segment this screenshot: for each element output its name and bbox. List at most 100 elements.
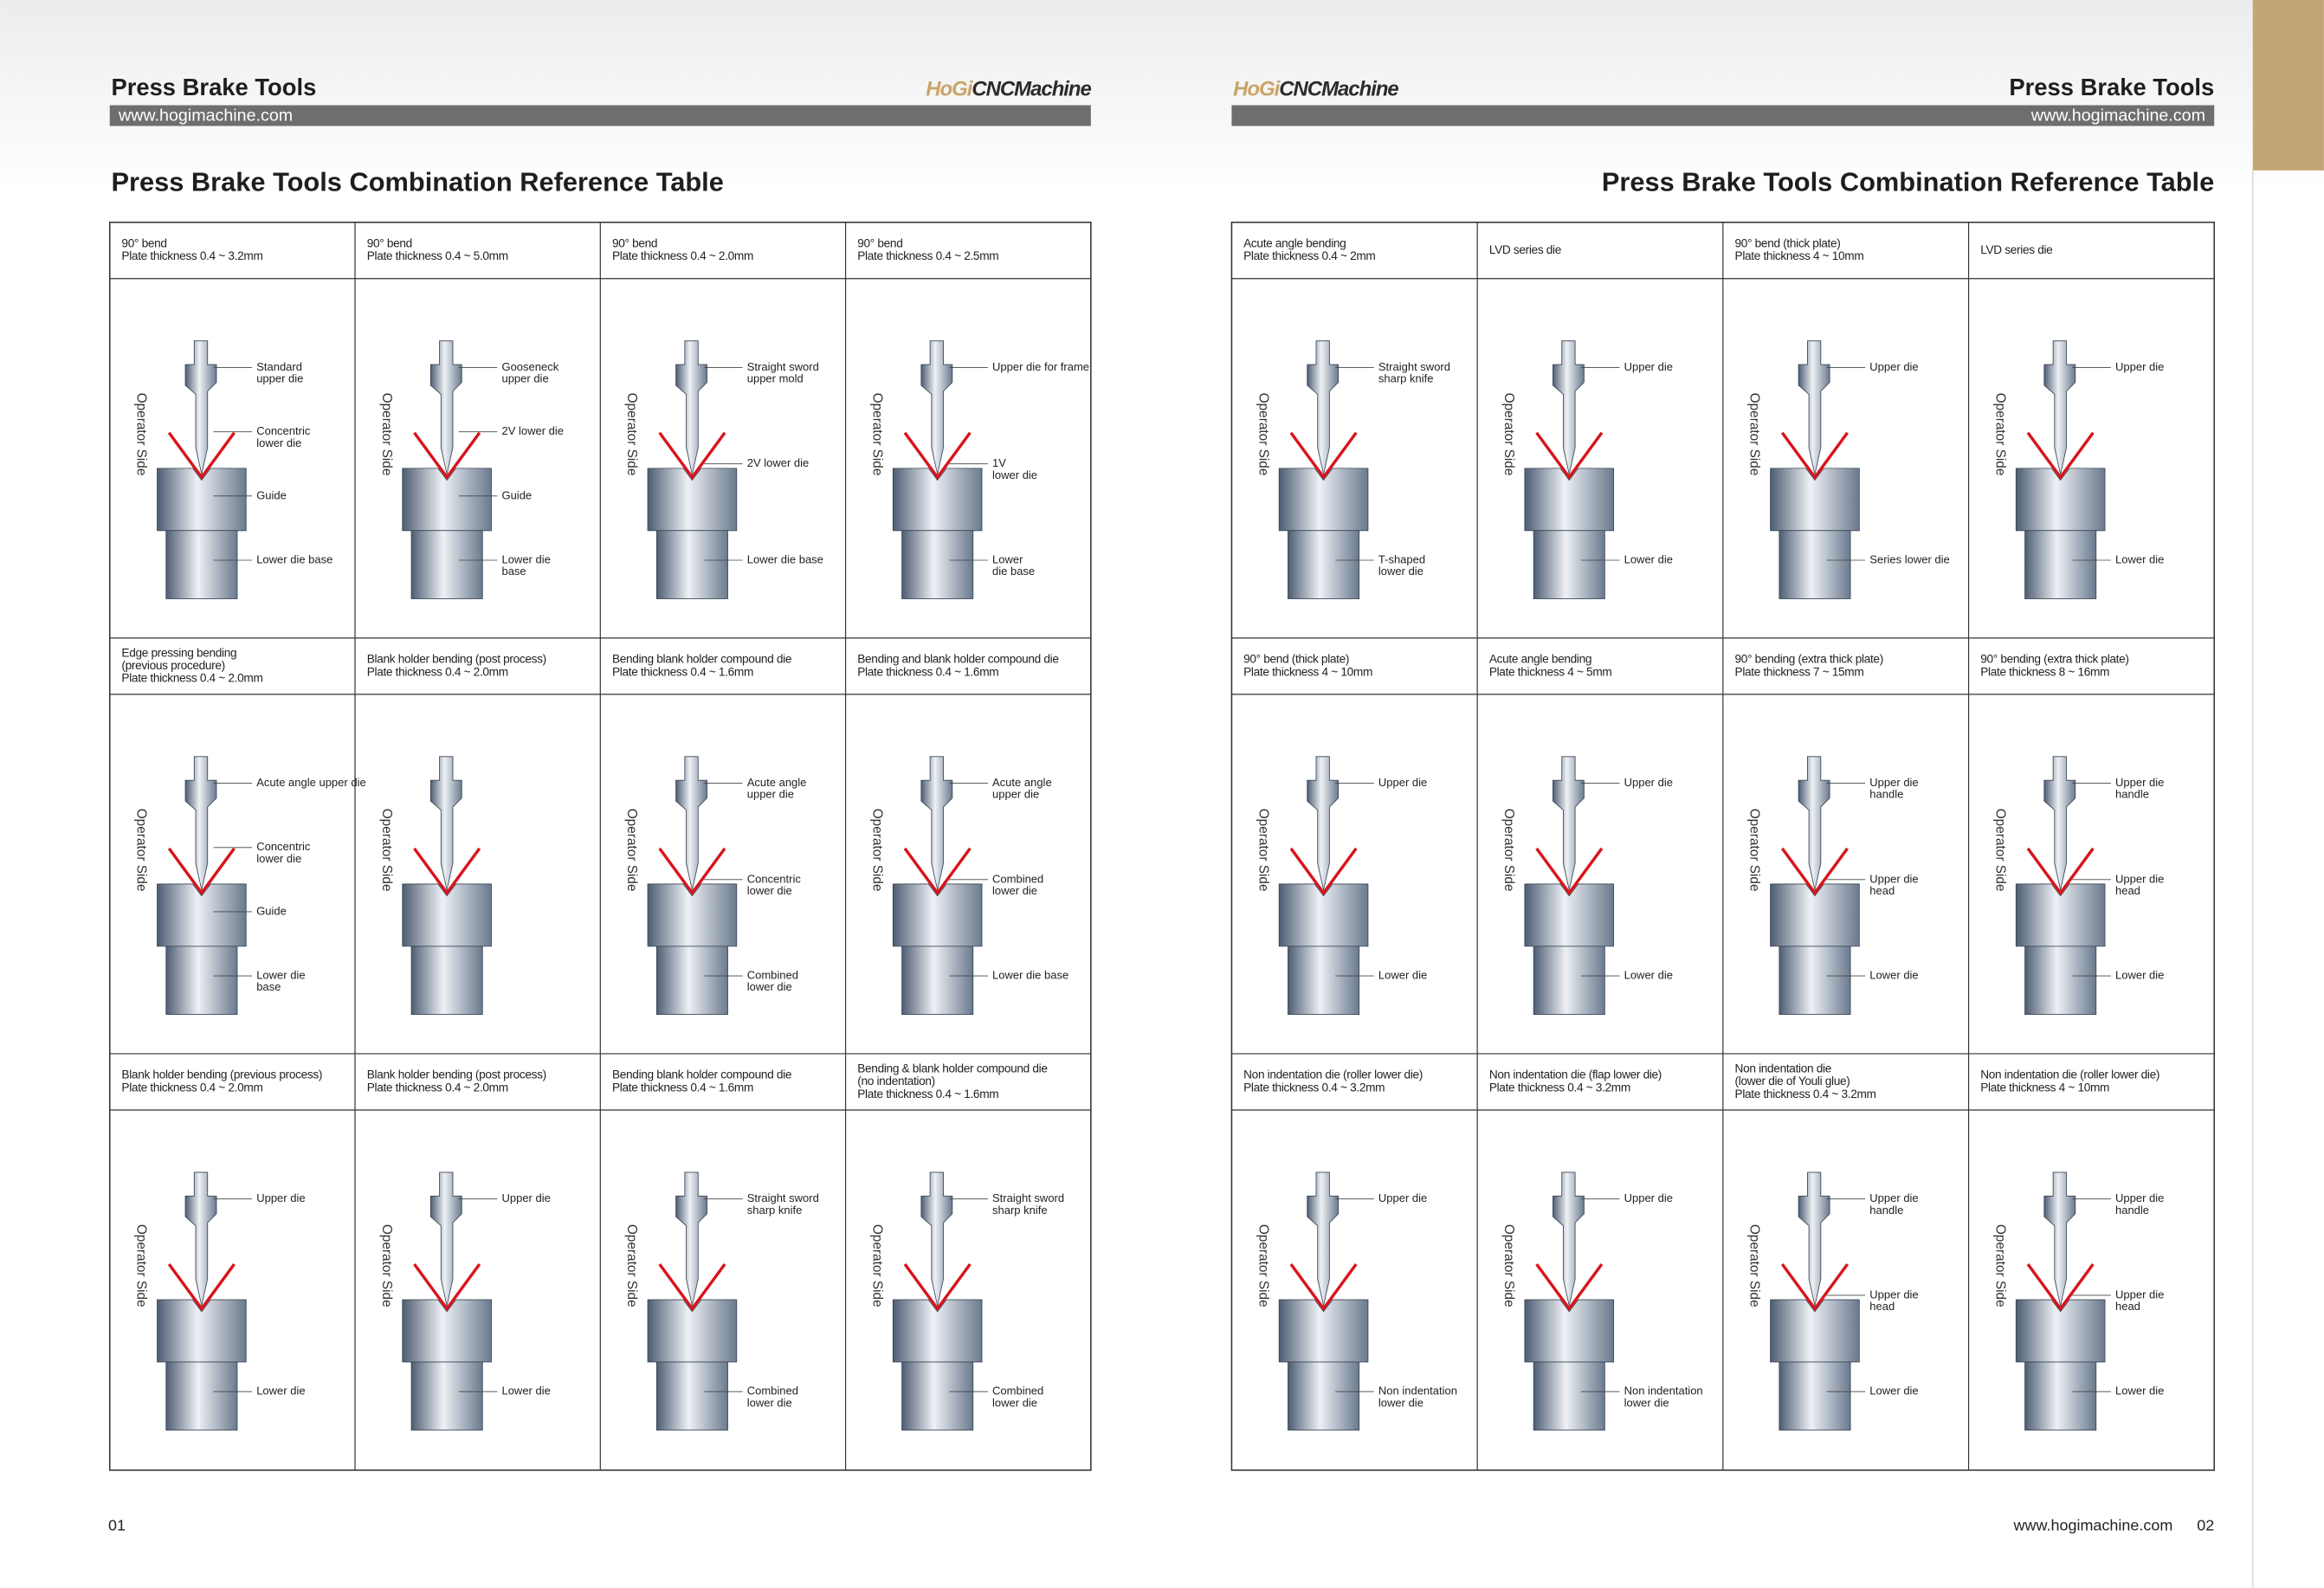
tool-diagram [1278,340,1369,599]
header-bar [109,105,1091,126]
operator-side: Operator Side [1501,1224,1516,1307]
operator-side: Operator Side [1256,809,1270,892]
sheet-metal [1780,847,1850,896]
upper-die [1798,756,1830,890]
lower-die-base [165,1361,238,1431]
tool-diagram [892,1172,983,1431]
lower-die-base [1288,1361,1360,1431]
cell-caption: Non indentation die [1735,1062,1831,1075]
upper-die [1553,340,1585,474]
lower-die-base [655,946,728,1016]
section-title: Press Brake Tools Combination Reference … [111,166,723,197]
upper-die [429,756,462,890]
sheet-metal [2026,431,2095,481]
operator-side: Operator Side [1747,1224,1762,1307]
part-label: head [1869,884,1895,897]
part-label: Combined [992,872,1043,885]
part-label: Guide [256,904,287,917]
sheet-metal [1535,431,1604,481]
operator-side: Operator Side [869,809,884,892]
sheet-metal [1535,1262,1604,1312]
part-label: sharp knife [1378,372,1434,385]
part-label: handle [1869,788,1903,801]
cell-caption: Blank holder bending (post process) [367,1068,546,1081]
part-label: 2V lower die [501,424,564,437]
operator-side: Operator Side [1747,809,1762,892]
tool-diagram [647,756,738,1016]
cell-caption: Plate thickness 4 ~ 5mm [1489,665,1612,678]
lower-die-base [655,1361,728,1431]
tool-diagram [402,340,492,599]
upper-die [1307,1172,1340,1307]
lower-die-base [655,530,728,599]
cell-caption: Plate thickness 0.4 ~ 2mm [1243,249,1375,262]
part-label: Combined [747,1385,798,1398]
tool-diagram [647,1172,738,1431]
tool-diagram [157,1172,247,1431]
cell-caption: Non indentation die (flap lower die) [1489,1068,1662,1081]
sheet-metal [903,431,972,481]
operator-side: Operator Side [624,809,639,892]
part-label: Upper die [1869,1288,1918,1301]
part-label: sharp knife [992,1204,1048,1217]
upper-die [2043,756,2076,890]
brand-part: CNCMachine [1279,78,1398,101]
cell-caption: Plate thickness 0.4 ~ 3.2mm [1243,1081,1385,1094]
upper-die [675,340,707,474]
cell-caption: LVD series die [1980,243,2052,256]
part-label: Upper die [1869,360,1918,373]
part-label: Lower die [1624,552,1673,565]
operator-side: Operator Side [379,809,394,892]
brand-part: HoGi [926,78,973,101]
part-label: Lower die base [992,969,1068,982]
operator-side: Operator Side [1992,809,2007,892]
cell-caption: Plate thickness 0.4 ~ 3.2mm [1489,1081,1630,1094]
lower-die-base [2024,1361,2097,1431]
sheet-metal [2026,1262,2095,1312]
tool-diagram [647,340,738,599]
lower-die-base [1533,1361,1605,1431]
tool-diagram [2015,340,2106,599]
part-label: Lower [992,552,1023,565]
part-label: base [256,980,281,993]
lower-die-base [165,946,238,1016]
part-label: Series lower die [1869,552,1950,565]
part-label: 2V lower die [747,456,810,469]
upper-die [920,340,953,474]
part-label: lower die [256,436,301,449]
upper-die [675,1172,707,1307]
upper-die [1307,756,1340,890]
part-label: upper die [501,372,548,385]
part-label: Straight sword [747,360,819,373]
part-label: Upper die [501,1191,550,1204]
page-number: 02 [2197,1517,2214,1534]
cell-caption: (lower die of Youli glue) [1735,1075,1850,1088]
cell-caption: Plate thickness 0.4 ~ 2.0mm [121,672,262,685]
upper-die [429,340,462,474]
cell-caption: Plate thickness 0.4 ~ 1.6mm [857,1088,998,1101]
part-label: Upper die [256,1191,305,1204]
cell-caption: Plate thickness 0.4 ~ 2.0mm [367,665,508,678]
upper-die [1553,756,1585,890]
operator-side: Operator Side [869,393,884,476]
part-label: lower die [1624,1396,1669,1409]
cell-caption: Blank holder bending (previous process) [121,1068,322,1081]
part-label: Lower die [256,1385,305,1398]
cell-caption: Edge pressing bending [121,646,236,659]
part-label: lower die [992,1396,1037,1409]
part-label: Guide [256,488,287,501]
sheet-metal [1289,847,1358,896]
tool-diagram [892,756,983,1016]
part-label: Lower die base [256,552,332,565]
tool-diagram [2015,1172,2106,1431]
part-label: lower die [747,980,792,993]
cell-caption: Plate thickness 7 ~ 15mm [1735,665,1864,678]
part-label: Upper die [1869,872,1918,885]
part-label: Combined [992,1385,1043,1398]
part-label: Upper die [1624,360,1673,373]
part-label: Non indentation [1378,1385,1457,1398]
part-label: lower die [992,884,1037,897]
part-label: Upper die [1624,776,1673,789]
sheet-metal [1289,431,1358,481]
part-label: Lower die [1624,969,1673,982]
